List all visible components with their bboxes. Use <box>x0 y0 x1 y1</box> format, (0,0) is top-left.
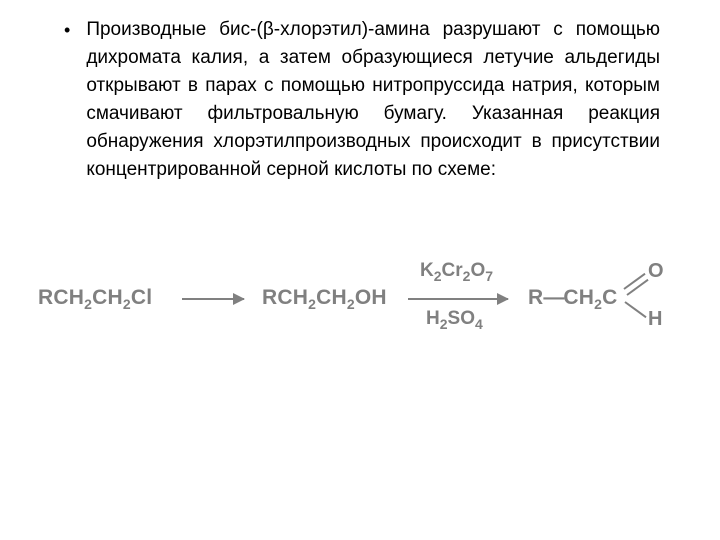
bullet-paragraph: • Производные бис-(β-хлорэтил)-амина раз… <box>60 16 660 184</box>
molecule-product: R—CH2C <box>528 286 617 312</box>
double-bond-2 <box>626 279 648 296</box>
reaction-arrow-2 <box>408 298 508 300</box>
product-r: R <box>528 286 543 309</box>
reagent-oxidant: K2Cr2O7 <box>420 260 493 284</box>
acid-2: 2 <box>440 316 448 332</box>
acid-so: SO <box>448 308 475 329</box>
product-dash: — <box>543 286 563 309</box>
intermediate-part1: RCH <box>262 286 308 309</box>
ox-k: K <box>420 260 434 281</box>
acid-4: 4 <box>475 316 483 332</box>
bullet-marker: • <box>60 16 70 184</box>
ox-cr: Cr <box>442 260 463 281</box>
ox-o: O <box>470 260 485 281</box>
single-bond-h <box>624 301 646 318</box>
ox-7: 7 <box>485 268 493 284</box>
molecule-reactant: RCH2CH2Cl <box>38 286 152 312</box>
reactant-sub2: 2 <box>123 296 131 312</box>
product-sub: 2 <box>594 296 602 312</box>
ox-2a: 2 <box>434 268 442 284</box>
product-c: C <box>602 286 617 309</box>
product-ch: CH <box>563 286 594 309</box>
intermediate-sub2: 2 <box>347 296 355 312</box>
reaction-arrow-1 <box>182 298 244 300</box>
molecule-intermediate: RCH2CH2OH <box>262 286 387 312</box>
acid-h: H <box>426 308 440 329</box>
reagent-acid: H2SO4 <box>426 308 483 332</box>
reactant-sub1: 2 <box>84 296 92 312</box>
reactant-part1: RCH <box>38 286 84 309</box>
reactant-part2: CH <box>92 286 123 309</box>
intermediate-part3: OH <box>355 286 387 309</box>
intermediate-part2: CH <box>316 286 347 309</box>
reactant-part3: Cl <box>131 286 152 309</box>
intermediate-sub1: 2 <box>308 296 316 312</box>
aldehyde-o: O <box>648 260 664 283</box>
reaction-scheme: RCH2CH2Cl RCH2CH2OH K2Cr2O7 H2SO4 R—CH2C… <box>60 236 660 356</box>
paragraph-text: Производные бис-(β-хлорэтил)-амина разру… <box>86 16 660 184</box>
aldehyde-h: H <box>648 308 662 331</box>
